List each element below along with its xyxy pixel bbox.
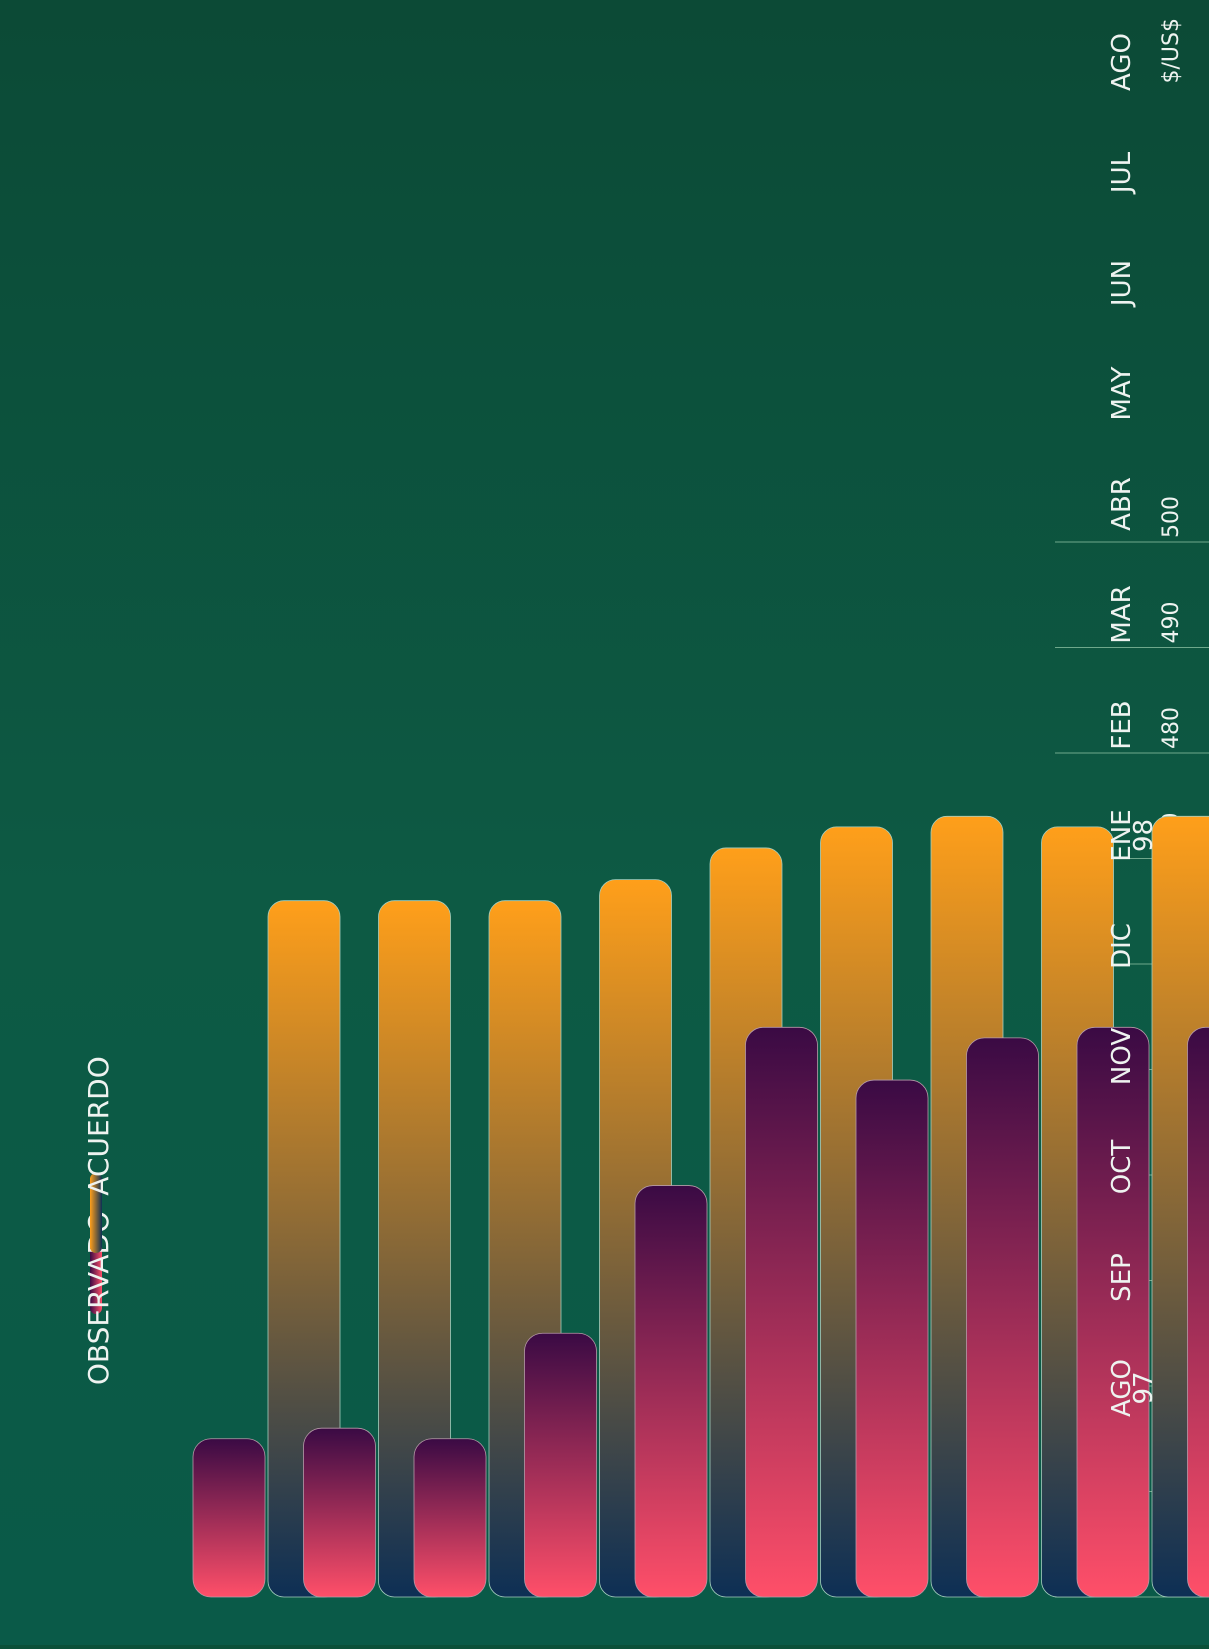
tick-label: 490 (1159, 602, 1184, 644)
bar-observado (967, 1038, 1039, 1597)
bar-observado (193, 1439, 265, 1597)
category-label: FEB (1107, 700, 1137, 749)
bar-observado (856, 1080, 928, 1597)
legend-label-acuerdo: ACUERDO (82, 1056, 115, 1195)
category-label: DIC (1107, 923, 1137, 969)
category-label: SEP (1107, 1253, 1137, 1302)
category-label: MAR (1107, 585, 1137, 643)
category-label: MAY (1107, 366, 1137, 420)
category-sublabel: 98 (1129, 819, 1159, 852)
tick-label: 480 (1159, 707, 1184, 749)
bar-observado (525, 1333, 597, 1597)
category-label: NOV (1107, 1028, 1137, 1085)
category-label: JUL (1107, 151, 1137, 195)
category-sublabel: 97 (1129, 1371, 1159, 1404)
category-label: OCT (1107, 1140, 1137, 1195)
category-label: AGO (1107, 33, 1137, 91)
tick-label: 500 (1159, 496, 1184, 538)
category-label: JUN (1107, 260, 1137, 308)
bar-observado (1188, 1027, 1209, 1597)
bar-observado (746, 1027, 818, 1597)
bar-observado (635, 1186, 707, 1597)
axis-unit-label: $/US$ (1159, 18, 1184, 83)
category-label: ABR (1107, 477, 1137, 531)
bar-observado (1077, 1027, 1149, 1597)
bar-observado (414, 1439, 486, 1597)
bar-observado (304, 1428, 376, 1597)
